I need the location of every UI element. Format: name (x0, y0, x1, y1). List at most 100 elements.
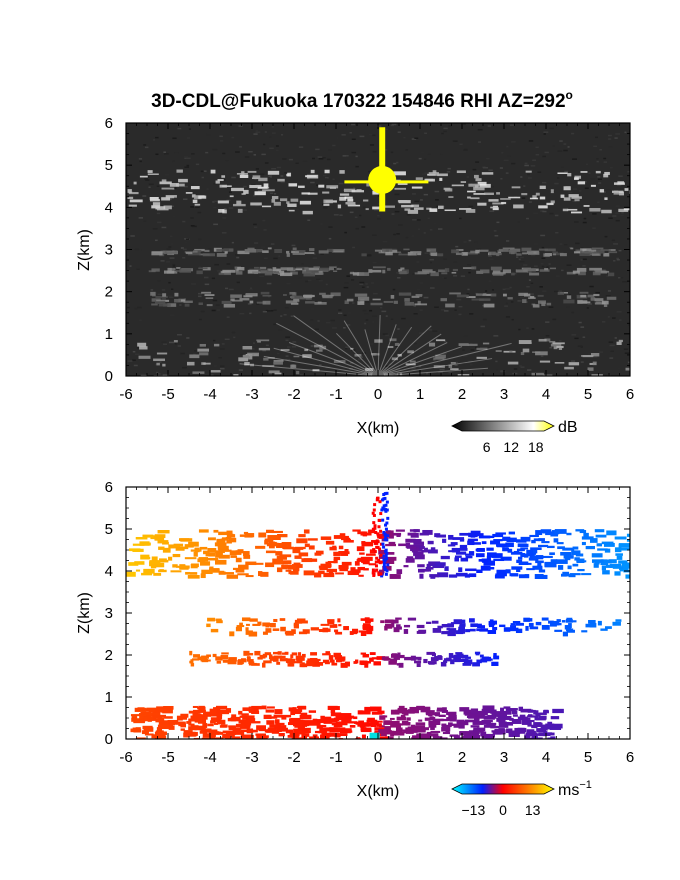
echo-layer-cell (288, 209, 295, 212)
noise-speckle (496, 369, 499, 371)
noise-speckle (211, 277, 216, 280)
noise-speckle (237, 198, 243, 201)
echo-layer-cell (553, 346, 558, 350)
velocity-cell (527, 715, 535, 718)
y-tick-label: 0 (105, 368, 113, 385)
velocity-cell (335, 716, 345, 721)
velocity-cell (375, 568, 379, 572)
velocity-cell (492, 626, 498, 631)
echo-layer-cell (595, 270, 608, 274)
noise-speckle (540, 210, 545, 212)
noise-speckle (285, 358, 291, 361)
velocity-cell (531, 539, 536, 544)
echo-layer-cell (481, 172, 494, 175)
velocity-cell (517, 730, 526, 734)
noise-speckle (353, 187, 356, 189)
echo-layer-cell (451, 271, 457, 274)
velocity-cell (476, 547, 485, 552)
velocity-cell (448, 574, 458, 578)
echo-layer-cell (249, 184, 262, 189)
noise-speckle (213, 223, 218, 226)
velocity-cell (614, 536, 627, 540)
velocity-cell (378, 549, 388, 555)
noise-speckle (359, 214, 362, 217)
velocity-cell (452, 548, 458, 553)
velocity-cell (341, 561, 352, 566)
velocity-cell (253, 562, 264, 565)
noise-speckle (132, 359, 136, 361)
colorbar-tick-label: 6 (483, 439, 491, 455)
noise-speckle (382, 333, 388, 335)
noise-speckle (590, 177, 596, 180)
echo-layer-cell (492, 270, 501, 274)
velocity-cell (615, 619, 622, 622)
velocity-cell (480, 565, 491, 571)
noise-speckle (557, 177, 560, 179)
velocity-cell (560, 551, 572, 556)
echo-layer-cell (414, 303, 428, 306)
noise-speckle (610, 350, 615, 353)
noise-speckle (164, 174, 170, 176)
velocity-cell (512, 620, 521, 624)
noise-speckle (223, 208, 227, 210)
noise-speckle (180, 352, 185, 355)
velocity-cell (301, 558, 313, 563)
noise-speckle (609, 166, 613, 169)
velocity-cell (470, 734, 481, 739)
noise-speckle (322, 156, 326, 159)
velocity-cell (232, 567, 241, 570)
velocity-cell (199, 561, 211, 566)
velocity-cell (481, 558, 488, 563)
velocity-cell (186, 721, 192, 724)
velocity-cell (477, 623, 482, 629)
velocity-cell (290, 654, 294, 659)
velocity-cell (216, 660, 222, 664)
noise-speckle (355, 155, 358, 158)
noise-speckle (500, 370, 505, 372)
noise-speckle (176, 333, 182, 336)
velocity-cell (235, 723, 245, 728)
noise-speckle (511, 162, 516, 165)
noise-speckle (169, 296, 174, 299)
velocity-cell (451, 723, 461, 726)
velocity-cell (269, 724, 281, 728)
velocity-cell (221, 652, 229, 655)
velocity-cell (488, 567, 495, 570)
echo-layer-cell (577, 181, 586, 185)
velocity-cell (608, 559, 617, 564)
echo-layer-cell (258, 347, 271, 351)
radial-streak (377, 367, 488, 376)
noise-speckle (447, 167, 451, 170)
noise-speckle (395, 374, 398, 376)
noise-speckle (137, 306, 142, 309)
noise-speckle (253, 154, 257, 156)
noise-speckle (262, 349, 267, 352)
velocity-cell (448, 722, 453, 726)
velocity-cell (192, 705, 198, 708)
velocity-cell (225, 536, 232, 540)
velocity-cell (386, 516, 390, 520)
noise-speckle (269, 147, 274, 150)
echo-layer-cell (294, 268, 303, 271)
velocity-cell (349, 631, 354, 635)
velocity-cell (434, 533, 441, 538)
velocity-cell (463, 709, 472, 715)
noise-speckle (276, 166, 281, 169)
echo-layer-cell (599, 189, 605, 193)
velocity-cell (364, 617, 370, 622)
echo-layer-cell (305, 301, 315, 304)
velocity-cell (377, 710, 385, 714)
noise-speckle (528, 279, 531, 281)
echo-layer-cell (538, 338, 547, 342)
echo-layer-cell (264, 271, 273, 276)
velocity-cell (299, 620, 308, 624)
y-tick-label: 2 (105, 284, 113, 301)
echo-layer-cell (618, 208, 629, 213)
velocity-cell (413, 529, 420, 533)
velocity-cell (272, 651, 281, 655)
velocity-cell (494, 728, 506, 734)
velocity-cell (251, 729, 258, 733)
echo-layer-cell (482, 293, 492, 296)
noise-speckle (271, 132, 276, 134)
noise-speckle (250, 348, 255, 350)
